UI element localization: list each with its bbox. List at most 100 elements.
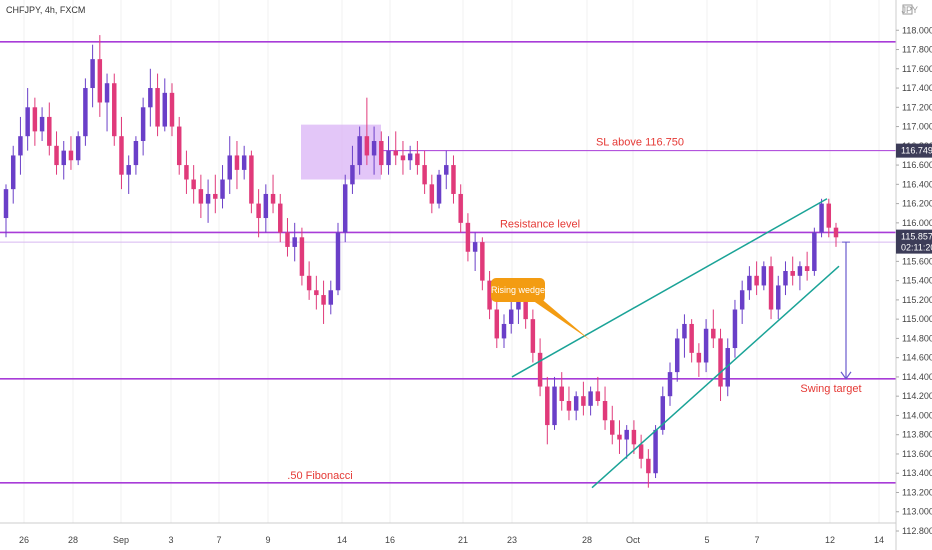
candle-body <box>537 352 543 387</box>
time-tick-label: 28 <box>582 535 592 545</box>
candle-body <box>711 328 716 339</box>
price-tick-label: 117.200 <box>902 102 932 112</box>
candle-body <box>213 193 218 199</box>
candle-body <box>18 136 23 156</box>
candle-body <box>790 271 795 276</box>
candle-body <box>407 153 413 161</box>
candle-body <box>249 155 254 204</box>
candle-body <box>487 280 492 310</box>
candle-body <box>191 179 196 190</box>
price-tick-label: 118.000 <box>902 25 932 35</box>
grid <box>23 0 880 523</box>
candle-body <box>429 184 435 204</box>
candle-body <box>480 242 485 281</box>
candle-body <box>350 165 355 185</box>
candle-body <box>112 83 117 137</box>
bar-countdown-text: 02:11:20 <box>901 243 932 253</box>
fibonacci-label: .50 Fibonacci <box>287 470 352 482</box>
price-tick-label: 116.400 <box>902 179 932 189</box>
candle-body <box>90 59 95 89</box>
price-tick-label: 112.800 <box>902 526 932 536</box>
candle-body <box>472 242 478 252</box>
candle-body <box>602 401 608 421</box>
rising-wedge-callout: Rising wedge <box>491 278 590 340</box>
candle-body <box>3 189 9 219</box>
time-tick-label: 7 <box>216 535 221 545</box>
price-tick-label: 114.400 <box>902 372 932 382</box>
price-tick-label: 114.200 <box>902 391 932 401</box>
candle-body <box>530 319 536 353</box>
candle-body <box>220 179 225 199</box>
time-tick-label: 3 <box>168 535 173 545</box>
candle-body <box>278 203 283 233</box>
candle-body <box>646 458 651 474</box>
price-tick-label: 115.200 <box>902 295 932 305</box>
candle-body <box>508 309 514 324</box>
candle-body <box>285 232 290 247</box>
candle-body <box>364 136 370 156</box>
candle-body <box>718 338 723 387</box>
time-tick-label: Sep <box>113 535 129 545</box>
candle-body <box>54 145 59 166</box>
candle-body <box>256 203 261 219</box>
candle-body <box>768 266 774 310</box>
candle-body <box>10 155 16 190</box>
candle-body <box>415 153 420 166</box>
candle-body <box>559 386 564 401</box>
candle-body <box>198 189 204 204</box>
time-tick-label: 14 <box>874 535 884 545</box>
candle-body <box>444 165 449 175</box>
candle-body <box>386 150 391 166</box>
time-tick-label: 23 <box>507 535 517 545</box>
price-axis: 112.800 113.000 113.200 113.400 113.600 113.8… <box>895 0 932 550</box>
candle-body <box>523 295 528 320</box>
watermark: JPY <box>901 5 918 15</box>
candle-body <box>660 396 666 430</box>
candle-body <box>47 116 52 146</box>
price-tick-label: 117.600 <box>902 64 932 74</box>
time-tick-label: 16 <box>385 535 395 545</box>
candle-body <box>617 434 622 440</box>
candle-body <box>205 193 211 204</box>
horizontal-levels <box>0 41 896 484</box>
candle-body <box>761 266 767 286</box>
candle-body <box>783 271 788 286</box>
last-price-tag: 115.857 02:11:20 <box>896 229 932 254</box>
candle-body <box>703 328 709 363</box>
resistance-label: Resistance level <box>500 218 580 230</box>
swing-target-label: Swing target <box>800 383 861 395</box>
candle-body <box>393 150 398 156</box>
projection-arrow <box>840 241 852 380</box>
candle-body <box>573 396 579 411</box>
candle-body <box>119 136 124 175</box>
price-tick-label: 114.800 <box>902 333 932 343</box>
time-tick-label: 9 <box>265 535 270 545</box>
candle-body <box>104 83 110 103</box>
candle-body <box>516 295 521 310</box>
price-tick-label: 113.200 <box>902 487 932 497</box>
chart-settings-icon[interactable] <box>902 4 913 15</box>
price-tick-label: 113.400 <box>902 468 932 478</box>
candle-body <box>321 295 326 305</box>
sl-price-tag-text: 116.749 <box>901 146 932 156</box>
candle-body <box>552 386 557 426</box>
candle-body <box>776 285 781 310</box>
time-tick-label: 7 <box>754 535 759 545</box>
candle-body <box>162 92 168 127</box>
price-tick-label: 117.400 <box>902 83 932 93</box>
wedge-lower-line <box>591 265 840 489</box>
candle-body <box>263 193 269 219</box>
candle-body <box>797 266 803 276</box>
candle-body <box>25 107 30 137</box>
candle-body <box>501 323 507 339</box>
symbol-title: CHFJPY, 4h, FXCM <box>6 5 85 15</box>
time-tick-label: 26 <box>19 535 29 545</box>
candles <box>3 35 839 488</box>
rising-wedge <box>511 198 840 489</box>
candle-body <box>371 141 377 156</box>
candle-body <box>689 323 694 353</box>
price-tick-label: 115.000 <box>902 314 932 324</box>
candle-body <box>566 401 572 411</box>
candle-body <box>61 150 66 166</box>
